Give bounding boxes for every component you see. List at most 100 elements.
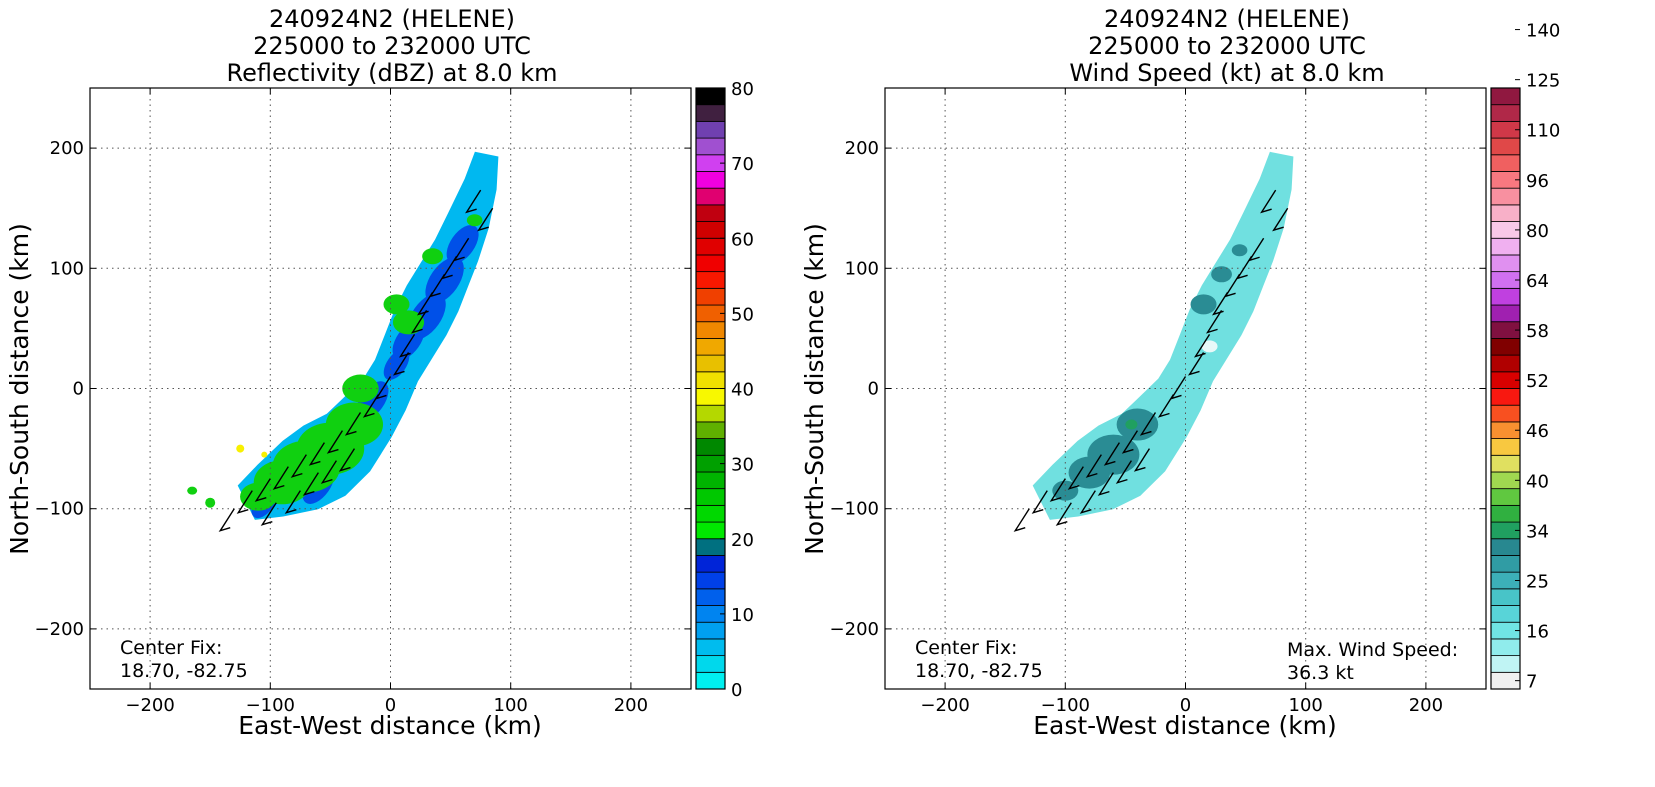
wind-barbs (218, 189, 494, 532)
wind-barb (1115, 460, 1133, 484)
y-tick-label: 100 (845, 258, 879, 279)
x-tick-label: 200 (1409, 695, 1443, 716)
wind-barb (1205, 309, 1223, 334)
echo-cell-green (187, 486, 198, 495)
colorbar-tick-label: 46 (1526, 421, 1549, 442)
colorbar-tick-label: 0 (731, 680, 742, 701)
colorbar-cell (1490, 655, 1521, 673)
y-axis-label: North-South distance (km) (5, 223, 34, 555)
axis-ticks: −200 −100 0 100 200 −200 −100 0 100 200 (830, 88, 1486, 716)
colorbar-cell (695, 104, 726, 122)
wind-barb (284, 490, 301, 514)
wind-barb (1133, 448, 1151, 472)
colorbar-cell (1490, 137, 1521, 156)
colorbar-tick-label: 58 (1526, 321, 1549, 342)
colorbar-cell (695, 338, 726, 356)
colorbar-cell (1490, 605, 1521, 623)
wind-barb (1031, 490, 1048, 514)
x-tick-label: −200 (920, 695, 969, 716)
wind-barb (465, 189, 482, 214)
colorbar-cell (695, 187, 726, 206)
colorbar-cell (695, 471, 726, 490)
colorbar-tick-label: 140 (1526, 21, 1560, 42)
colorbar-cell (1490, 538, 1521, 556)
colorbar-tick-label: 25 (1526, 571, 1549, 592)
colorbar-cell (695, 521, 726, 540)
grid-lines (90, 88, 691, 689)
echo-cell-green (205, 497, 216, 508)
colorbar-cell (695, 371, 726, 389)
reflectivity-plot: −200 −100 0 100 200 −200 −100 0 100 200 0 10 20 30 40… (5, 79, 754, 740)
wind-barb (1121, 430, 1139, 454)
colorbar-tick-label: 34 (1526, 521, 1549, 542)
colorbar-cell (1490, 404, 1521, 423)
wind-barb (1079, 490, 1096, 514)
colorbar-cell (1490, 237, 1521, 256)
colorbar-cell (695, 120, 726, 139)
colorbar-cell (695, 237, 726, 256)
colorbar-cell (695, 204, 726, 222)
colorbar-cell (1490, 304, 1521, 323)
wind-barb (1085, 454, 1102, 478)
colorbar-cell (1490, 104, 1521, 122)
echo-region-light-blue (237, 151, 499, 520)
wind-barb (302, 472, 319, 496)
echo-cell-yellow (261, 451, 268, 458)
colorbar-cell (695, 438, 726, 456)
colorbar-tick-label: 110 (1526, 121, 1560, 142)
wind-speed-field (1032, 151, 1294, 520)
wind-barb (362, 394, 380, 418)
x-tick-label: −200 (125, 695, 174, 716)
colorbar-cell (695, 571, 726, 590)
wind-barb (1067, 466, 1084, 490)
wind-barb (1187, 352, 1205, 376)
wind-cell-green (1125, 419, 1138, 430)
y-tick-label: −200 (35, 619, 84, 640)
wind-barb (1055, 502, 1072, 526)
colorbar-tick-label: 80 (731, 79, 754, 100)
wind-barb (218, 508, 235, 532)
time-range-title: 225000 to 232000 UTC (1088, 32, 1366, 60)
grid-lines (885, 88, 1486, 689)
colorbar-cell (1490, 287, 1521, 306)
colorbar-tick-label: 60 (731, 229, 754, 250)
time-range-title: 225000 to 232000 UTC (253, 32, 531, 60)
max-wind-value: 36.3 kt (1287, 662, 1354, 684)
y-tick-label: −200 (830, 619, 879, 640)
y-tick-label: −100 (35, 499, 84, 520)
colorbar-cell (695, 137, 726, 156)
colorbar-cell (695, 504, 726, 523)
colorbar-frame (1490, 87, 1521, 690)
colorbar-tick-label: 50 (731, 304, 754, 325)
wind-barb (477, 207, 494, 232)
echo-cell-green (392, 310, 425, 335)
colorbar-tick-label: 80 (1526, 221, 1549, 242)
colorbar-cell (1490, 154, 1521, 172)
reflectivity-title: 240924N2 (HELENE) 225000 to 232000 UTC R… (90, 6, 694, 87)
x-tick-label: 200 (614, 695, 648, 716)
colorbar-cell (695, 588, 726, 606)
x-tick-label: 100 (1289, 695, 1323, 716)
wind-barb (344, 412, 362, 436)
y-axis-label: North-South distance (km) (800, 223, 829, 555)
center-fix-label: Center Fix: (915, 637, 1017, 659)
colorbar-cell (1490, 454, 1521, 473)
wind-barb (290, 454, 307, 478)
x-tick-label: 0 (385, 695, 396, 716)
x-axis-label: East-West distance (km) (238, 711, 542, 740)
wind-barb (272, 466, 289, 490)
wind-barb (1013, 508, 1030, 532)
x-tick-label: −100 (1041, 695, 1090, 716)
colorbar-tick-label: 7 (1526, 672, 1537, 693)
colorbar-cell (1490, 504, 1521, 523)
colorbar-tick-label: 64 (1526, 271, 1549, 292)
wind-barb (260, 502, 277, 526)
echo-cell-blue (446, 224, 479, 264)
wind-barb (1103, 442, 1120, 466)
wind-barb (308, 442, 325, 466)
wind-region-light-cyan (1032, 151, 1294, 520)
colorbar-tick-label: 70 (731, 154, 754, 175)
wind-barb (254, 478, 271, 502)
x-tick-label: 0 (1180, 695, 1191, 716)
colorbar-cell (1490, 338, 1521, 356)
